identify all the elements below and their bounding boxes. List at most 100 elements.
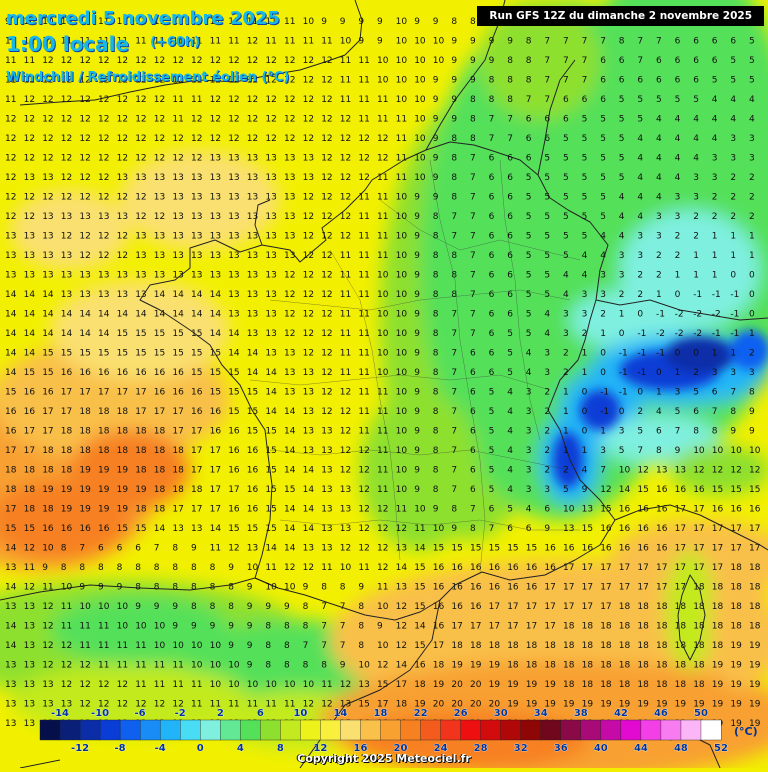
grid-value: 12 — [358, 446, 369, 456]
grid-value: 11 — [377, 193, 388, 203]
grid-value: 10 — [414, 37, 426, 47]
grid-value: 19 — [600, 700, 612, 710]
grid-value: 11 — [284, 17, 295, 27]
grid-value: 1 — [582, 349, 588, 359]
grid-value: 13 — [284, 251, 295, 261]
grid-value: 9 — [414, 310, 420, 320]
grid-value: 9 — [470, 56, 476, 66]
grid-value: 5 — [749, 37, 755, 47]
grid-value: 9 — [433, 154, 439, 164]
grid-value: 7 — [489, 524, 495, 534]
grid-value: 16 — [637, 505, 649, 515]
grid-value: 12 — [98, 700, 109, 710]
grid-value: 18 — [42, 446, 54, 456]
grid-value: 10 — [414, 56, 426, 66]
grid-value: 17 — [675, 544, 686, 554]
grid-value: 4 — [526, 349, 532, 359]
grid-value: 12 — [61, 76, 72, 86]
grid-value: 16 — [154, 388, 166, 398]
grid-value: 18 — [154, 446, 166, 456]
grid-value: 4 — [582, 466, 588, 476]
grid-value: 9 — [489, 56, 495, 66]
grid-value: 7 — [582, 76, 588, 86]
grid-value: 6 — [693, 407, 699, 417]
grid-value: 17 — [563, 583, 574, 593]
grid-value: 3 — [563, 329, 569, 339]
grid-value: 16 — [98, 368, 110, 378]
grid-value: 15 — [117, 349, 128, 359]
grid-value: 13 — [191, 232, 202, 242]
grid-value: 18 — [154, 505, 166, 515]
grid-value: 2 — [619, 290, 625, 300]
grid-value: 18 — [135, 427, 147, 437]
grid-value: 13 — [5, 563, 16, 573]
grid-value: 11 — [377, 485, 388, 495]
grid-value: 13 — [191, 173, 202, 183]
grid-value: 12 — [377, 524, 388, 534]
grid-value: 5 — [489, 407, 495, 417]
grid-value: 6 — [544, 115, 550, 125]
grid-value: 16 — [544, 563, 556, 573]
grid-value: 7 — [340, 602, 346, 612]
grid-value: 4 — [619, 232, 625, 242]
grid-value: 18 — [526, 661, 538, 671]
grid-value: 16 — [247, 466, 259, 476]
grid-value: 8 — [433, 329, 439, 339]
grid-value: 8 — [451, 290, 457, 300]
grid-value: 4 — [749, 95, 755, 105]
grid-value: 13 — [24, 641, 35, 651]
legend-swatch — [119, 719, 141, 741]
grid-value: 13 — [191, 524, 202, 534]
grid-value: 19 — [712, 700, 724, 710]
grid-value: 11 — [358, 290, 369, 300]
grid-value: 11 — [358, 193, 369, 203]
grid-value: 12 — [284, 115, 295, 125]
grid-value: 8 — [191, 583, 197, 593]
grid-value: 16 — [675, 485, 687, 495]
grid-value: 12 — [24, 583, 35, 593]
grid-value: 14 — [154, 290, 166, 300]
grid-value: 12 — [340, 154, 351, 164]
grid-value: 18 — [582, 680, 594, 690]
grid-value: 13 — [24, 719, 35, 729]
grid-value: 7 — [451, 427, 457, 437]
legend-swatch — [280, 719, 301, 741]
legend-tick-label: -8 — [115, 743, 126, 754]
grid-value: 16 — [154, 368, 166, 378]
grid-value: 8 — [191, 602, 197, 612]
grid-value: 4 — [712, 95, 718, 105]
grid-value: 4 — [656, 407, 662, 417]
grid-value: 12 — [5, 154, 16, 164]
grid-value: 6 — [489, 232, 495, 242]
legend-tick-label: 28 — [474, 743, 488, 754]
grid-value: 8 — [284, 622, 290, 632]
grid-value: 11 — [79, 622, 90, 632]
grid-value: 13 — [5, 680, 16, 690]
legend-swatch — [700, 719, 722, 741]
grid-value: 17 — [24, 446, 35, 456]
grid-value: 9 — [414, 427, 420, 437]
grid-value: 13 — [675, 466, 686, 476]
grid-value: 17 — [675, 563, 686, 573]
grid-value: 8 — [470, 524, 476, 534]
grid-value: 16 — [135, 368, 147, 378]
grid-value: 14 — [396, 661, 408, 671]
grid-value: 16 — [228, 466, 240, 476]
grid-value: 9 — [228, 563, 234, 573]
grid-value: 6 — [470, 466, 476, 476]
grid-value: 17 — [600, 583, 611, 593]
grid-value: 10 — [563, 505, 575, 515]
grid-value: 10 — [377, 329, 389, 339]
grid-value: 18 — [637, 641, 649, 651]
grid-value: 18 — [172, 446, 184, 456]
grid-value: 18 — [675, 680, 687, 690]
grid-value: 4 — [637, 212, 643, 222]
grid-value: 9 — [358, 583, 364, 593]
grid-value: 19 — [489, 661, 501, 671]
grid-value: 10 — [377, 310, 389, 320]
legend-tick-label: 34 — [534, 708, 548, 719]
grid-value: 3 — [656, 212, 662, 222]
grid-value: 8 — [321, 583, 327, 593]
grid-value: 9 — [749, 427, 755, 437]
grid-value: 10 — [42, 544, 54, 554]
